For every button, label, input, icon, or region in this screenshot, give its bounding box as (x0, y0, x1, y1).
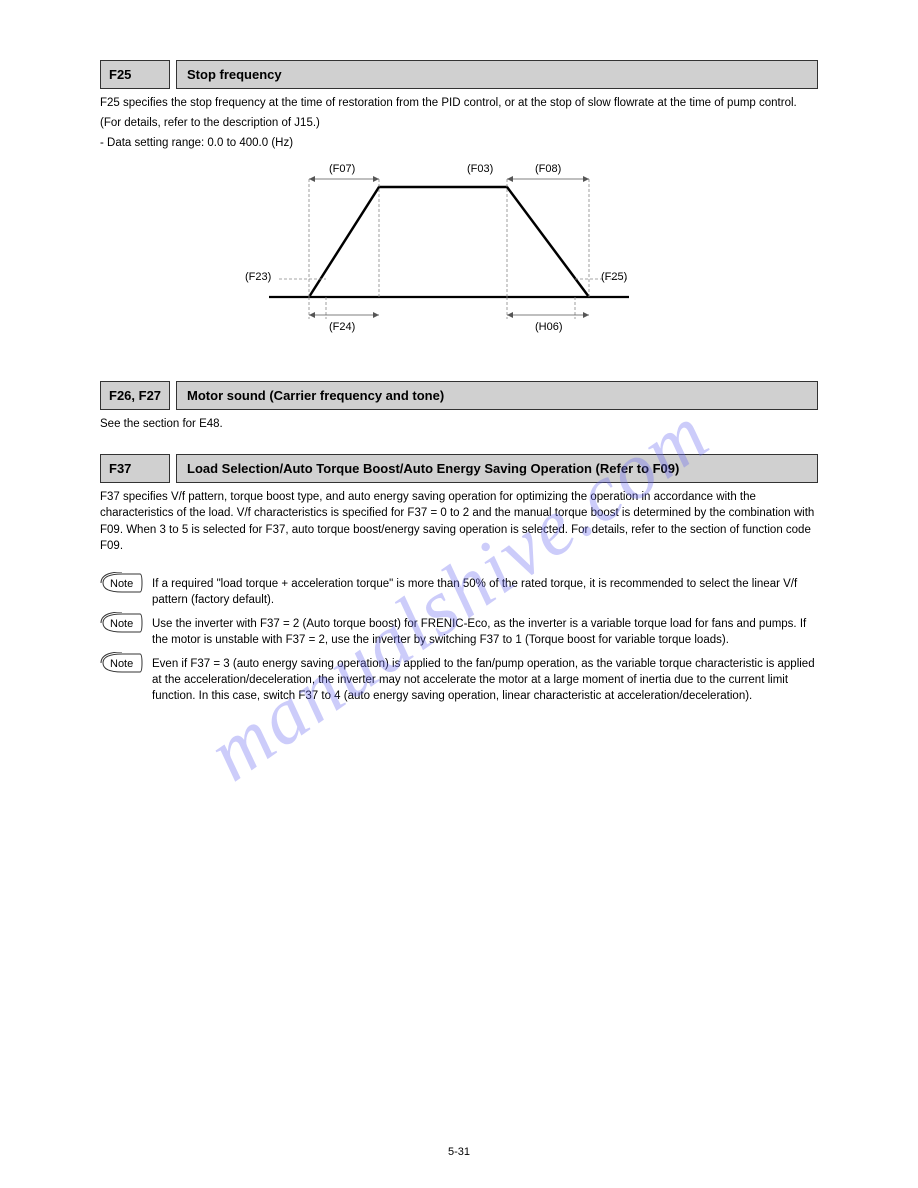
note-text: Even if F37 = 3 (auto energy saving oper… (152, 652, 818, 704)
svg-text:Note: Note (110, 618, 133, 630)
diagram-label: (H06) (535, 321, 563, 333)
paragraph: F25 specifies the stop frequency at the … (100, 95, 818, 111)
section-title: Load Selection/Auto Torque Boost/Auto En… (176, 454, 818, 483)
note-icon: Note (100, 572, 144, 594)
diagram-label: (F03) (467, 163, 493, 175)
note-row: Note If a required "load torque + accele… (100, 572, 818, 608)
paragraph: - Data setting range: 0.0 to 400.0 (Hz) (100, 135, 818, 151)
note-text: Use the inverter with F37 = 2 (Auto torq… (152, 612, 818, 648)
section-code: F26, F27 (100, 381, 170, 410)
section-code: F37 (100, 454, 170, 483)
section-title: Motor sound (Carrier frequency and tone) (176, 381, 818, 410)
section-code: F25 (100, 60, 170, 89)
note-icon: Note (100, 612, 144, 634)
paragraph: See the section for E48. (100, 416, 818, 432)
paragraph: (For details, refer to the description o… (100, 115, 818, 131)
note-text: If a required "load torque + acceleratio… (152, 572, 818, 608)
section-header-f37: F37 Load Selection/Auto Torque Boost/Aut… (100, 454, 818, 483)
diagram-label: (F23) (245, 271, 271, 283)
section-header-f25: F25 Stop frequency (100, 60, 818, 89)
timing-diagram: (F07) (F03) (F08) (F23) (F25) (F24) (H06… (249, 167, 669, 357)
diagram-label: (F25) (601, 271, 627, 283)
note-row: Note Use the inverter with F37 = 2 (Auto… (100, 612, 818, 648)
svg-text:Note: Note (110, 658, 133, 670)
diagram-label: (F08) (535, 163, 561, 175)
diagram-label: (F07) (329, 163, 355, 175)
svg-text:Note: Note (110, 578, 133, 590)
paragraph: F37 specifies V/f pattern, torque boost … (100, 489, 818, 553)
diagram-label: (F24) (329, 321, 355, 333)
section-header-f26f27: F26, F27 Motor sound (Carrier frequency … (100, 381, 818, 410)
note-icon: Note (100, 652, 144, 674)
page-number: 5-31 (448, 1146, 470, 1158)
section-title: Stop frequency (176, 60, 818, 89)
note-row: Note Even if F37 = 3 (auto energy saving… (100, 652, 818, 704)
